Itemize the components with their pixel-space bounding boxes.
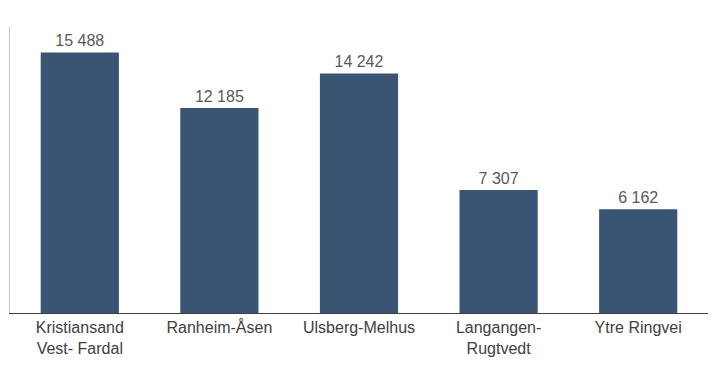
svg-text:12 185: 12 185 (195, 88, 244, 105)
svg-text:Ranheim-Åsen: Ranheim-Åsen (166, 318, 272, 336)
svg-text:Langangen-Rugtvedt: Langangen-Rugtvedt (456, 319, 541, 357)
svg-text:7 307: 7 307 (479, 170, 519, 187)
svg-text:Ulsberg-Melhus: Ulsberg-Melhus (303, 319, 415, 336)
svg-text:14 242: 14 242 (334, 53, 383, 70)
svg-text:KristiansandVest- Fardal: KristiansandVest- Fardal (36, 319, 124, 357)
svg-text:6 162: 6 162 (618, 189, 658, 206)
svg-text:15 488: 15 488 (55, 32, 104, 49)
svg-text:Ytre Ringvei: Ytre Ringvei (595, 319, 682, 336)
